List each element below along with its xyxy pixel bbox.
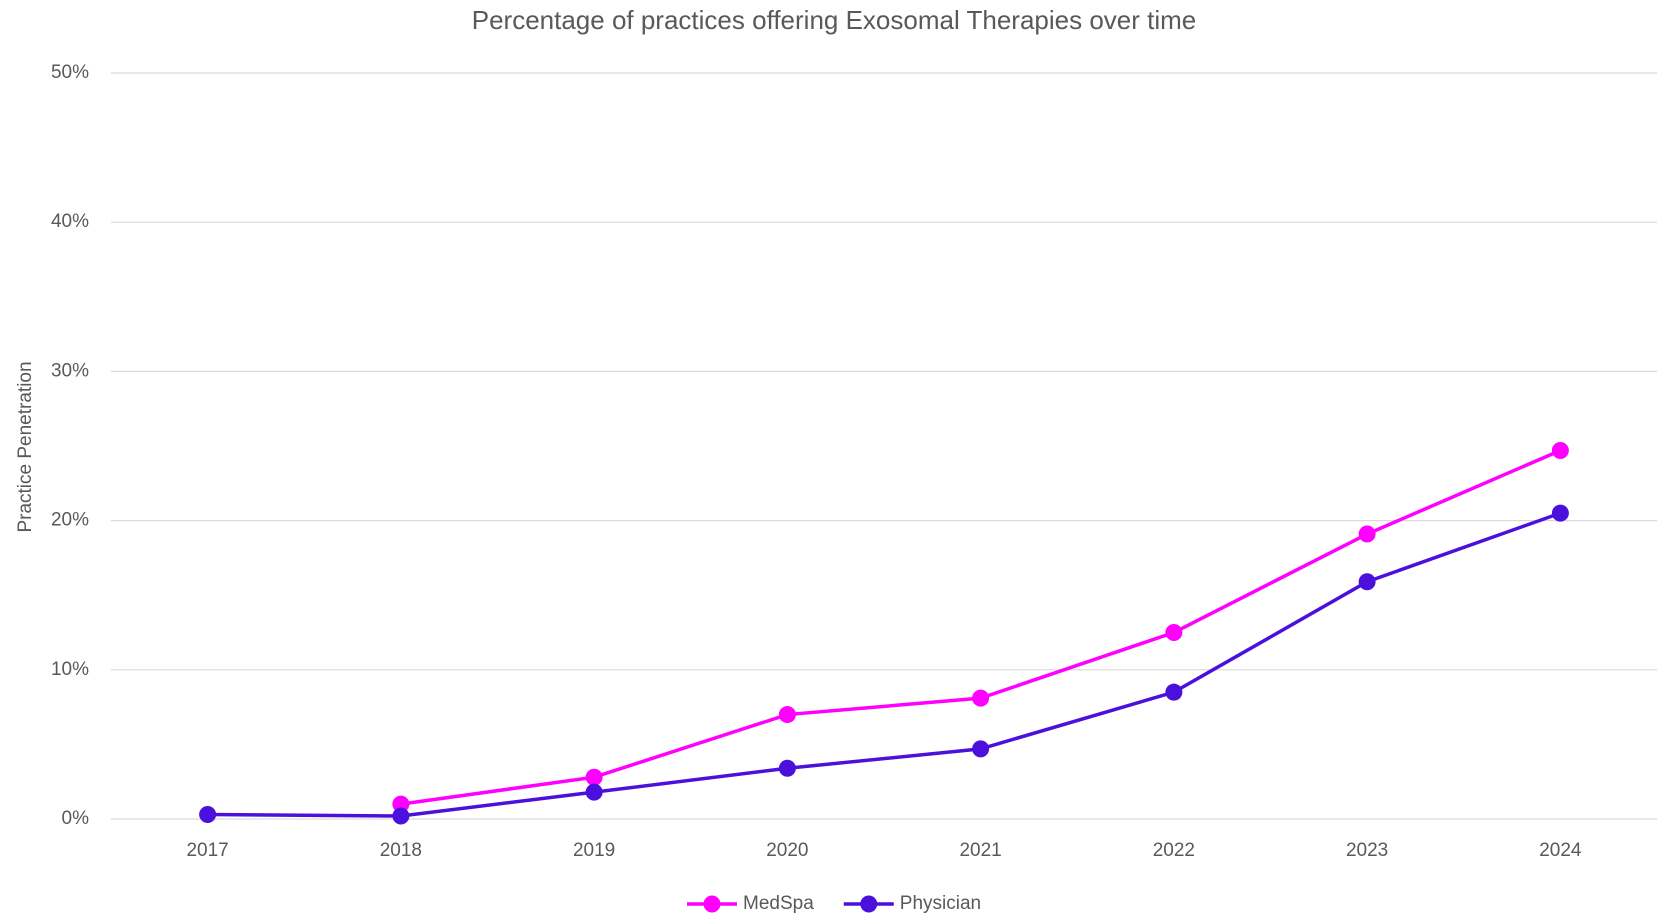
x-tick-label: 2018 [380, 840, 422, 861]
y-axis-label: Practice Penetration [15, 361, 36, 532]
data-point [1358, 525, 1376, 543]
y-tick-label: 10% [51, 659, 89, 680]
data-point [1551, 504, 1569, 522]
x-tick-label: 2020 [766, 840, 808, 861]
x-tick-label: 2019 [573, 840, 615, 861]
data-point [1551, 441, 1569, 459]
data-point [1358, 573, 1376, 591]
x-tick-label: 2023 [1346, 840, 1388, 861]
x-tick-label: 2017 [186, 840, 228, 861]
y-tick-label: 20% [51, 510, 89, 531]
data-point [972, 689, 990, 707]
data-point [778, 759, 796, 777]
data-point [1165, 624, 1183, 641]
x-tick-label: 2021 [959, 840, 1001, 861]
x-tick-label: 2024 [1539, 840, 1582, 861]
data-point [585, 783, 603, 801]
legend-marker [703, 895, 721, 913]
data-point [972, 740, 990, 758]
y-tick-label: 30% [51, 360, 89, 381]
chart-title: Percentage of practices offering Exosoma… [472, 5, 1197, 35]
y-tick-label: 0% [62, 808, 90, 829]
y-tick-label: 50% [51, 62, 89, 83]
data-point [778, 706, 796, 724]
legend-marker [860, 895, 878, 913]
data-point [199, 806, 217, 824]
x-tick-label: 2022 [1153, 840, 1195, 861]
data-point [1165, 683, 1183, 701]
data-point [585, 768, 603, 786]
data-point [392, 807, 410, 825]
legend-label: MedSpa [743, 893, 814, 914]
legend-label: Physician [900, 893, 981, 914]
y-tick-label: 40% [51, 211, 89, 232]
data-point [392, 795, 410, 813]
series-line [207, 511, 1561, 818]
